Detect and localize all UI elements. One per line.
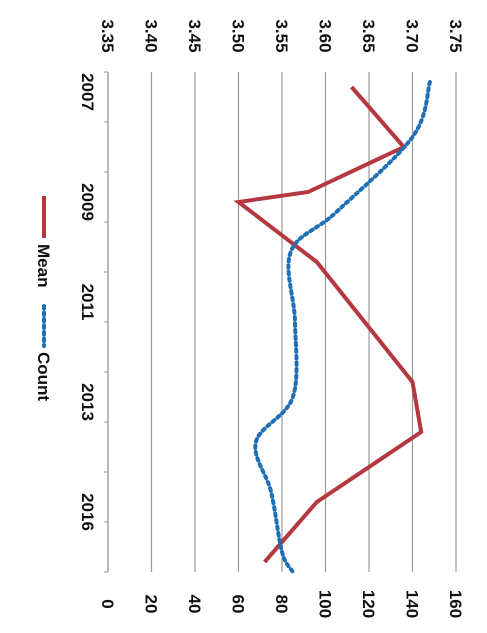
legend-label-count: Count bbox=[34, 352, 53, 401]
left-axis-tick-label: 3.45 bbox=[185, 19, 204, 52]
legend: Mean Count bbox=[34, 196, 53, 401]
time-tick-label: 2011 bbox=[78, 284, 97, 321]
legend-label-mean: Mean bbox=[34, 244, 53, 287]
right-axis-tick-label: 80 bbox=[272, 595, 291, 614]
left-axis-tick-label: 3.75 bbox=[446, 19, 465, 52]
series-count-line bbox=[253, 80, 432, 574]
series bbox=[233, 80, 432, 574]
left-axis-tick-label: 3.40 bbox=[142, 19, 161, 52]
series-mean-line bbox=[233, 85, 424, 564]
time-tick-label: 2007 bbox=[78, 73, 97, 111]
right-axis-tick-label: 0 bbox=[98, 599, 117, 608]
grid bbox=[107, 72, 457, 572]
left-axis-tick-label: 3.70 bbox=[403, 19, 422, 52]
left-axis-tick-label: 3.35 bbox=[98, 19, 117, 52]
left-axis-tick-label: 3.55 bbox=[272, 19, 291, 52]
right-axis-tick-label: 140 bbox=[403, 590, 422, 618]
right-axis-tick-label: 120 bbox=[359, 590, 378, 618]
right-axis-tick-label: 60 bbox=[229, 595, 248, 614]
time-tick-label: 2016 bbox=[78, 493, 97, 531]
left-axis-tick-label: 3.50 bbox=[229, 19, 248, 52]
left-axis-tick-label: 3.65 bbox=[359, 19, 378, 52]
right-axis-tick-label: 160 bbox=[446, 590, 465, 618]
right-axis-tick-label: 40 bbox=[185, 595, 204, 614]
right-axis-tick-label: 100 bbox=[316, 590, 335, 618]
time-tick-label: 2013 bbox=[78, 383, 97, 421]
time-tick-label: 2009 bbox=[78, 183, 97, 221]
axes: 3.35 3.40 3.45 3.50 3.55 3.60 3.65 3.70 3.75 0 20 4… bbox=[78, 19, 465, 618]
left-axis-tick-label: 3.60 bbox=[316, 19, 335, 52]
right-axis-tick-label: 20 bbox=[142, 595, 161, 614]
legend-box: Mean Count bbox=[34, 196, 53, 401]
